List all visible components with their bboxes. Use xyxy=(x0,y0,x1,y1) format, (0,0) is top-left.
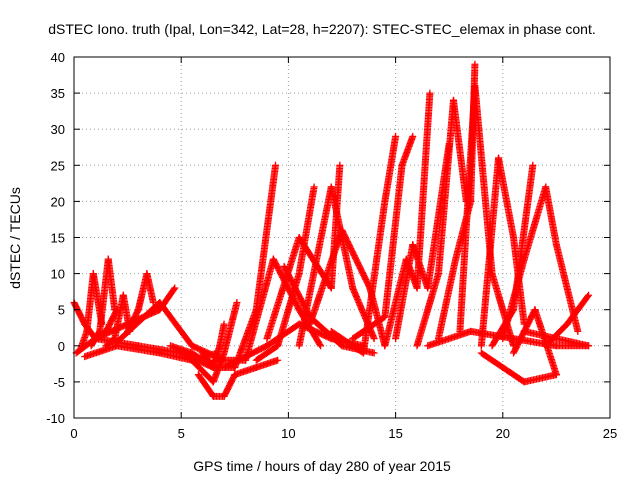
data-point xyxy=(392,132,400,140)
y-tick-label: 0 xyxy=(58,339,65,354)
series-track xyxy=(124,270,157,335)
y-tick-label: 5 xyxy=(58,303,65,318)
series-track xyxy=(349,132,417,343)
data-point xyxy=(310,183,318,191)
y-tick-label: 35 xyxy=(51,86,65,101)
data-point xyxy=(272,161,280,169)
data-point xyxy=(316,340,324,348)
series-track xyxy=(113,298,228,364)
data-point xyxy=(220,320,228,328)
chart-title: dSTEC Iono. truth (Ipal, Lon=342, Lat=28… xyxy=(48,21,595,37)
data-point xyxy=(471,60,479,68)
y-axis-label: dSTEC / TECUs xyxy=(7,187,23,289)
x-axis-label: GPS time / hours of day 280 of year 2015 xyxy=(193,458,451,474)
x-tick-label: 15 xyxy=(388,426,402,441)
axes: 0 5 10 15 20 25 -10 -5 0 5 10 15 20 25 30 35 40 xyxy=(46,50,617,441)
data-point xyxy=(170,285,178,293)
data-point xyxy=(585,342,593,350)
series-track xyxy=(477,349,560,386)
y-tick-label: -5 xyxy=(53,375,65,390)
y-tick-label: 30 xyxy=(51,122,65,137)
y-tick-label: 25 xyxy=(51,158,65,173)
series-track xyxy=(166,161,280,371)
data-point xyxy=(370,349,378,357)
series-track xyxy=(263,161,344,343)
data-point xyxy=(233,298,241,306)
data-point xyxy=(426,89,434,97)
data-point xyxy=(529,161,537,169)
data-point xyxy=(574,327,582,335)
data-point xyxy=(409,132,417,140)
series-track xyxy=(327,132,400,357)
data-point xyxy=(336,161,344,169)
y-tick-label: 40 xyxy=(51,50,65,65)
y-tick-label: 20 xyxy=(51,194,65,209)
series-track xyxy=(188,298,241,386)
y-tick-label: 15 xyxy=(51,231,65,246)
plot-points xyxy=(70,60,593,400)
data-point xyxy=(274,356,282,364)
data-point xyxy=(171,284,179,292)
x-tick-label: 5 xyxy=(178,426,185,441)
x-tick-label: 0 xyxy=(70,426,77,441)
data-point xyxy=(317,342,325,350)
series-track xyxy=(424,327,593,350)
y-tick-label: 10 xyxy=(51,267,65,282)
data-point xyxy=(584,293,592,301)
data-point xyxy=(370,335,378,343)
series-track xyxy=(194,356,282,400)
x-tick-label: 20 xyxy=(496,426,510,441)
y-tick-label: -10 xyxy=(46,411,65,426)
x-tick-label: 25 xyxy=(603,426,617,441)
x-tick-label: 10 xyxy=(281,426,295,441)
series-track xyxy=(520,327,593,350)
data-point xyxy=(585,291,593,299)
series-track xyxy=(413,96,470,350)
data-point xyxy=(552,371,560,379)
